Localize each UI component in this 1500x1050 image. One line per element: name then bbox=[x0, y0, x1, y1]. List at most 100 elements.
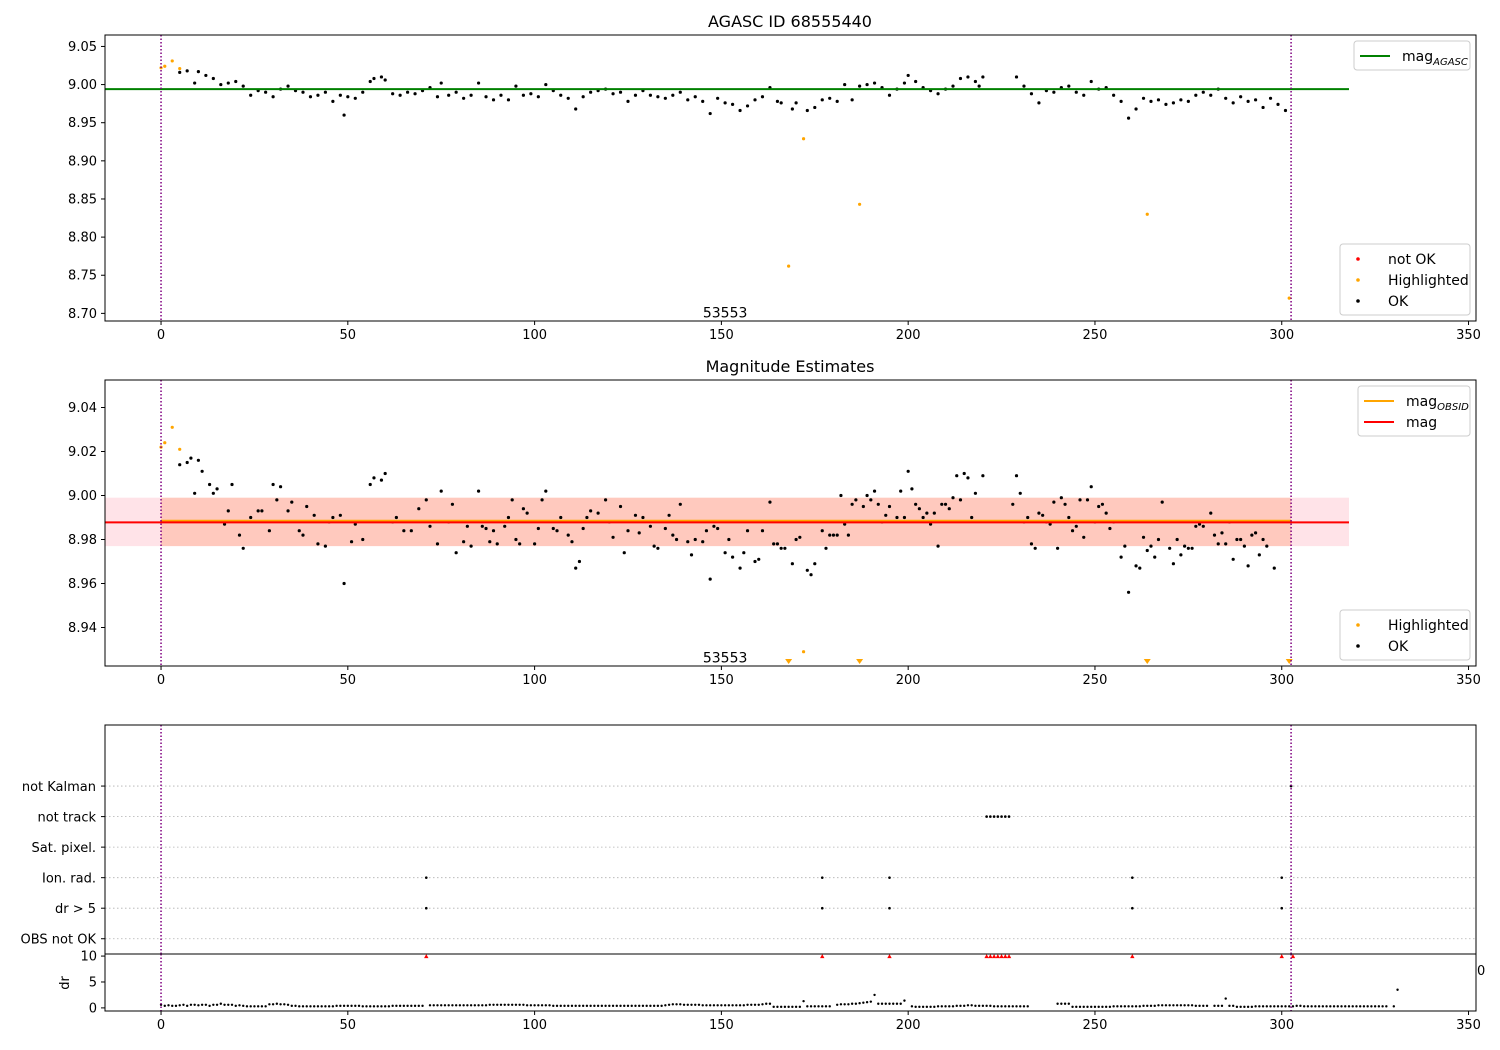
highlighted-point bbox=[170, 425, 174, 429]
dr-point bbox=[559, 1004, 562, 1008]
ok-point bbox=[275, 498, 279, 502]
dr-point bbox=[821, 1005, 824, 1008]
ok-point bbox=[1253, 531, 1258, 535]
dr-point bbox=[1381, 1005, 1384, 1008]
flag-point bbox=[820, 876, 824, 879]
flag-point bbox=[1131, 876, 1134, 879]
ok-point bbox=[686, 98, 690, 102]
x-tick-label: 250 bbox=[1083, 673, 1108, 688]
x-tick-label: 200 bbox=[896, 328, 921, 343]
ok-point bbox=[932, 511, 936, 515]
x-tick-label: 250 bbox=[1083, 1018, 1108, 1033]
dr-point bbox=[256, 1005, 260, 1008]
dr-point bbox=[342, 1004, 346, 1008]
dr-point bbox=[850, 1002, 854, 1005]
dr-point bbox=[690, 1003, 693, 1006]
ok-point bbox=[462, 96, 466, 100]
dr-point bbox=[1231, 1004, 1235, 1008]
dr-point bbox=[1146, 1004, 1149, 1008]
ok-point bbox=[1063, 502, 1067, 506]
dr-point bbox=[1157, 1004, 1160, 1007]
ok-point bbox=[1179, 553, 1183, 557]
ok-point bbox=[925, 511, 929, 515]
ok-point bbox=[779, 101, 783, 105]
x-tick-label: 50 bbox=[340, 328, 357, 343]
dr-point bbox=[428, 1004, 432, 1007]
dr-point bbox=[309, 1005, 312, 1008]
ok-point bbox=[312, 513, 316, 517]
dr-point bbox=[331, 1005, 335, 1008]
ok-point bbox=[316, 542, 320, 546]
dr-point bbox=[245, 1005, 249, 1008]
ok-point bbox=[368, 482, 372, 487]
x-tick-label: 350 bbox=[1456, 1018, 1481, 1033]
dr-point bbox=[877, 1002, 880, 1005]
dr-point bbox=[753, 1003, 757, 1006]
x-tick-label: 350 bbox=[1456, 673, 1481, 688]
dr-point bbox=[746, 1003, 749, 1006]
legend-box bbox=[1357, 385, 1471, 437]
dr-point bbox=[593, 1004, 596, 1008]
ok-point bbox=[686, 540, 690, 544]
dr-point bbox=[1183, 1004, 1186, 1007]
ok-point bbox=[450, 502, 455, 506]
ok-point bbox=[1033, 546, 1037, 550]
dr-point bbox=[1082, 1005, 1085, 1009]
dr-point bbox=[1202, 1004, 1205, 1008]
ok-point bbox=[499, 93, 503, 97]
ok-point bbox=[596, 511, 600, 515]
dr-point bbox=[298, 1005, 301, 1008]
x-tick-label: 100 bbox=[522, 1018, 547, 1033]
flag-point bbox=[992, 815, 996, 818]
ok-point bbox=[958, 76, 963, 81]
ok-point bbox=[1052, 90, 1056, 94]
ok-point bbox=[656, 95, 660, 99]
ok-point bbox=[820, 98, 824, 102]
dr-point bbox=[712, 1004, 716, 1007]
dr-point bbox=[544, 1004, 548, 1007]
panel-dr: dr 0 0 50 100 150 200 250 300 350 0 5 10 bbox=[58, 950, 1485, 1033]
dr-point bbox=[843, 1003, 846, 1006]
ok-point bbox=[1261, 537, 1265, 542]
ok-point bbox=[708, 577, 712, 581]
dr-point bbox=[365, 1005, 368, 1008]
ok-point bbox=[559, 93, 563, 97]
ok-point bbox=[757, 557, 761, 561]
dr-point bbox=[783, 1005, 787, 1009]
dr-point bbox=[731, 1004, 734, 1007]
dr-point bbox=[839, 1003, 843, 1006]
dr-point bbox=[1217, 1004, 1220, 1008]
ok-point bbox=[372, 476, 376, 480]
dr-point bbox=[1194, 1004, 1198, 1008]
ok-point bbox=[914, 502, 918, 506]
dr-point bbox=[608, 1004, 611, 1008]
dr-point bbox=[858, 1002, 861, 1005]
dr-point bbox=[918, 1005, 921, 1009]
y-tick-label: 9.00 bbox=[68, 489, 97, 504]
dr-point bbox=[585, 1004, 589, 1008]
dr-point bbox=[174, 1004, 178, 1008]
ok-point bbox=[1059, 496, 1063, 500]
dr-point bbox=[933, 1005, 936, 1009]
x-tick-label: 100 bbox=[522, 328, 547, 343]
dr-point bbox=[234, 1004, 237, 1008]
dr-point bbox=[1000, 1005, 1003, 1008]
ok-point bbox=[577, 559, 582, 564]
dr-point bbox=[772, 1005, 775, 1009]
dr-point bbox=[809, 1005, 813, 1008]
dr-point bbox=[1149, 1004, 1153, 1008]
ok-point bbox=[1224, 96, 1228, 100]
ok-point bbox=[215, 487, 219, 491]
dr-point bbox=[675, 1003, 678, 1006]
ok-point bbox=[641, 515, 645, 520]
ok-point bbox=[914, 79, 918, 84]
ok-point bbox=[622, 551, 626, 555]
ok-point bbox=[1141, 96, 1146, 100]
ok-point bbox=[226, 509, 230, 513]
dr-point bbox=[1205, 1004, 1209, 1008]
ok-point bbox=[1141, 535, 1146, 539]
ok-point bbox=[1242, 544, 1246, 548]
ok-point bbox=[506, 98, 511, 102]
ok-point bbox=[237, 533, 242, 537]
ok-point bbox=[484, 95, 488, 99]
